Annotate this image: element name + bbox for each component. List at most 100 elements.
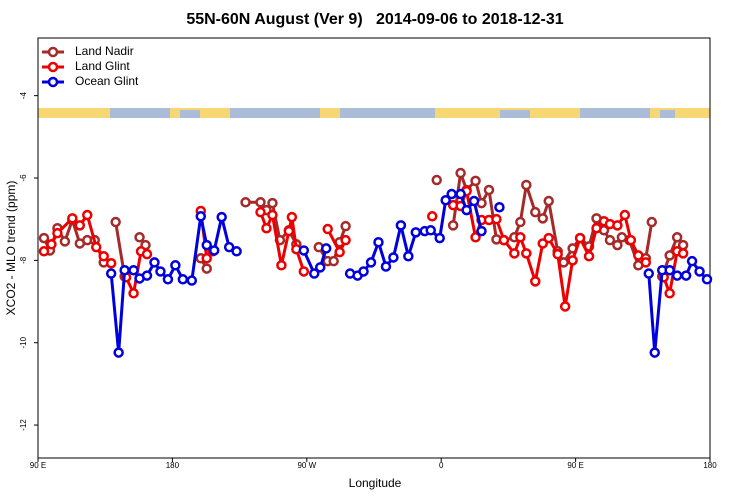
data-point: [155, 266, 166, 277]
data-point: [283, 225, 295, 237]
data-point: [105, 257, 117, 269]
data-point: [388, 252, 399, 263]
data-point: [231, 246, 242, 257]
data-point: [643, 268, 655, 279]
x-tick-label: 180: [703, 461, 717, 470]
data-point: [328, 255, 339, 267]
data-point: [255, 197, 266, 208]
data-point: [664, 250, 675, 261]
data-point: [240, 197, 251, 208]
x-tick-label: 90 E: [567, 461, 583, 470]
data-point: [141, 248, 153, 260]
data-point: [440, 194, 451, 206]
data-point: [298, 266, 310, 277]
data-point: [216, 211, 227, 223]
data-point: [671, 232, 683, 243]
y-axis-label: XCO2 - MLO trend (ppm): [4, 181, 18, 316]
data-point: [276, 260, 287, 271]
y-tick-label: -6: [19, 174, 28, 182]
data-point: [686, 255, 698, 267]
data-point: [255, 206, 266, 218]
data-point: [521, 248, 532, 259]
data-point: [410, 227, 422, 238]
data-point: [201, 239, 212, 251]
data-point: [134, 232, 145, 243]
data-point: [74, 220, 86, 231]
data-point: [38, 232, 50, 244]
data-point: [170, 260, 181, 271]
data-point: [223, 241, 235, 253]
legend-marker: [47, 76, 59, 88]
data-point: [98, 250, 109, 262]
legend-marker: [47, 46, 59, 58]
data-point: [619, 209, 631, 221]
data-point: [425, 225, 436, 236]
data-point: [128, 288, 139, 299]
data-point: [567, 255, 578, 266]
data-point: [530, 206, 541, 218]
data-point: [340, 220, 351, 232]
y-tick-label: -10: [19, 336, 28, 348]
data-point: [261, 222, 272, 234]
data-point: [267, 209, 278, 221]
data-point: [680, 270, 692, 281]
data-point: [373, 236, 384, 248]
map-strip: [38, 108, 710, 118]
data-point: [447, 220, 459, 231]
data-point: [646, 216, 658, 228]
data-point: [583, 250, 595, 262]
y-tick-label: -8: [19, 256, 28, 264]
data-point: [612, 239, 623, 251]
data-point: [498, 234, 510, 246]
data-point: [543, 195, 554, 207]
data-point: [141, 270, 153, 281]
data-point: [431, 174, 442, 186]
data-point: [309, 268, 320, 279]
data-point: [395, 220, 407, 231]
legend-label: Land Glint: [75, 59, 130, 73]
x-tick-label: 90 E: [30, 461, 46, 470]
data-point: [67, 213, 78, 224]
data-point: [340, 234, 351, 246]
data-point: [119, 264, 130, 276]
data-point: [494, 201, 505, 213]
data-point: [701, 274, 713, 285]
data-point: [201, 253, 212, 264]
data-point: [110, 216, 121, 228]
data-point: [604, 234, 616, 246]
data-point: [208, 245, 220, 256]
data-point: [633, 250, 644, 261]
data-point: [470, 232, 481, 243]
y-tick-label: -12: [19, 419, 28, 431]
data-point: [664, 288, 675, 299]
data-point: [640, 257, 652, 268]
data-point: [365, 257, 377, 268]
data-point: [530, 276, 541, 287]
data-point: [537, 213, 548, 224]
legend-label: Ocean Glint: [75, 74, 139, 88]
data-point: [380, 261, 392, 272]
data-point: [591, 222, 602, 234]
data-point: [90, 241, 102, 253]
data-point: [113, 347, 124, 358]
data-point: [46, 239, 57, 250]
data-point: [455, 167, 466, 179]
x-tick-label: 180: [166, 461, 180, 470]
plot-frame: [37, 37, 711, 459]
data-point: [476, 225, 487, 237]
data-point: [320, 243, 332, 254]
data-point: [558, 257, 569, 268]
data-point: [625, 234, 637, 246]
data-point: [195, 211, 207, 222]
data-point: [322, 223, 333, 235]
data-point: [468, 195, 480, 207]
data-point: [201, 263, 212, 274]
data-point: [677, 248, 689, 259]
data-point: [314, 262, 326, 273]
data-point: [509, 248, 520, 259]
data-point: [483, 184, 495, 196]
data-point: [515, 216, 526, 228]
data-point: [358, 266, 369, 277]
data-point: [455, 188, 466, 200]
x-tick-label: 0: [439, 461, 444, 470]
